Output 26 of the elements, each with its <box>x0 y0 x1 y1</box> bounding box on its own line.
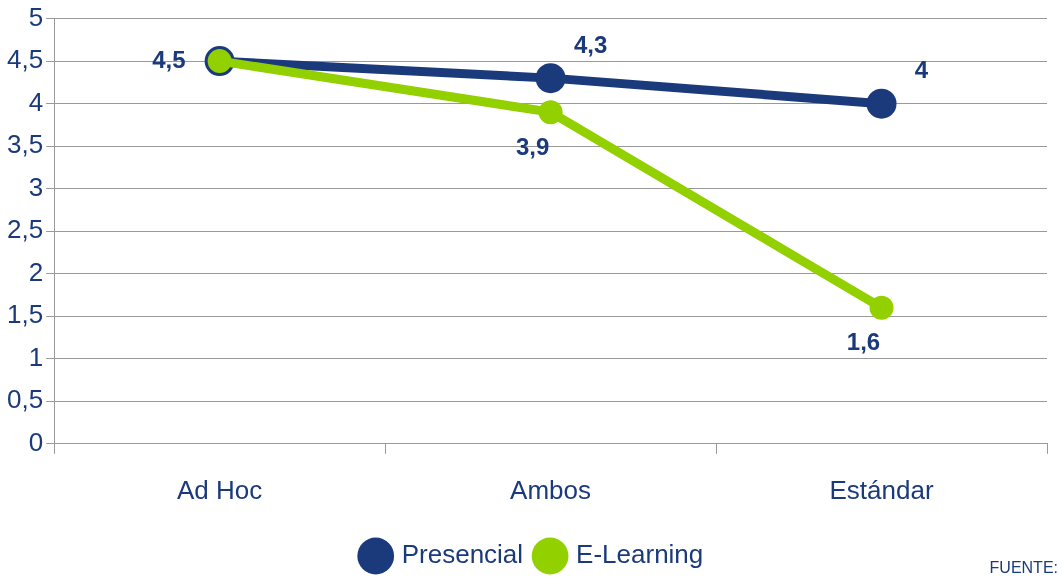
legend-label: Presencial <box>401 539 524 570</box>
data-label: 3,9 <box>515 132 550 160</box>
x-tick-label: Ambos <box>510 474 592 505</box>
point <box>538 100 563 125</box>
y-tick-label: 0,5 <box>6 384 44 415</box>
y-tick-label: 2 <box>28 256 44 287</box>
point <box>869 295 894 320</box>
y-tick-label: 3 <box>28 171 44 202</box>
y-tick-label: 0 <box>28 426 44 457</box>
data-label: 4,3 <box>573 30 608 58</box>
y-tick-label: 5 <box>28 1 44 32</box>
legend-label: E-Learning <box>576 539 704 570</box>
point <box>866 88 897 119</box>
data-label: 4 <box>914 56 929 84</box>
point <box>535 63 566 94</box>
y-tick-label: 1 <box>28 341 44 372</box>
x-tick-label: Ad Hoc <box>176 474 263 505</box>
x-tick-label: Estándar <box>829 474 934 505</box>
y-tick-label: 2,5 <box>6 214 44 245</box>
data-label: 1,6 <box>846 328 881 356</box>
source-note: FUENTE: <box>989 559 1058 577</box>
y-tick-label: 1,5 <box>6 299 44 330</box>
data-label: 4,5 <box>152 45 186 73</box>
y-tick-label: 3,5 <box>6 129 44 160</box>
y-tick-label: 4,5 <box>6 44 44 75</box>
y-tick-label: 4 <box>28 86 44 117</box>
